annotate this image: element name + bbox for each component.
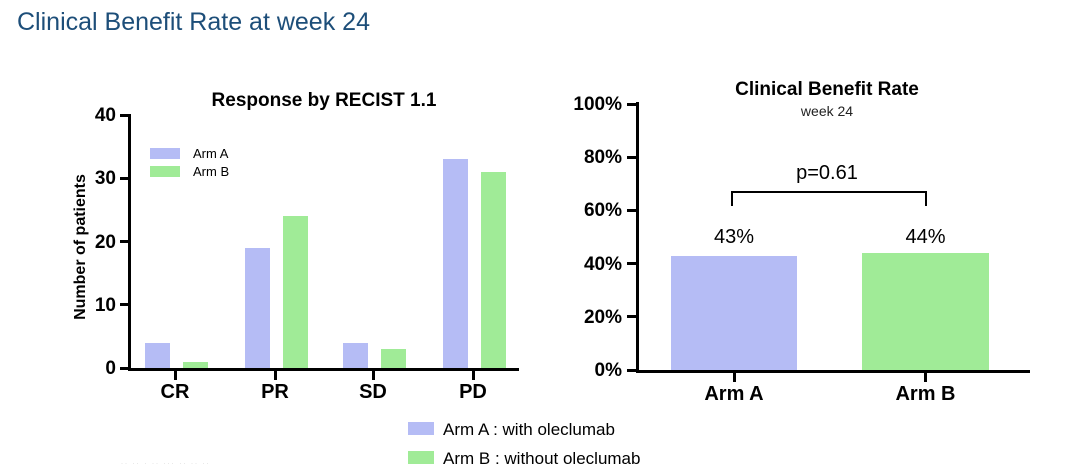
- left-x-axis-line: [128, 368, 519, 371]
- bar-value-label-arm-b: 44%: [905, 226, 946, 248]
- left-x-tick: [273, 371, 277, 380]
- left-x-tick: [173, 371, 177, 380]
- left-y-tick: [120, 113, 129, 117]
- left-y-tick: [120, 240, 129, 243]
- left-x-label-pr: PR: [261, 381, 289, 403]
- figure-legend-swatch-arm-b: [408, 451, 434, 464]
- bar-armb-pd: [481, 171, 506, 368]
- bar-arma-sd: [343, 342, 368, 368]
- left-x-tick: [471, 371, 475, 380]
- slide-title: Clinical Benefit Rate at week 24: [17, 8, 370, 36]
- right-x-label-arm-a: Arm A: [704, 383, 764, 405]
- right-y-tick-label: 0%: [594, 360, 622, 381]
- left-x-label-cr: CR: [160, 381, 190, 403]
- left-y-tick: [120, 303, 129, 307]
- chart-legend-label-arm-b: Arm B: [193, 164, 230, 179]
- figure-legend-label-arm-a: Arm A : with oleclumab: [443, 420, 615, 439]
- right-x-label-arm-b: Arm B: [895, 383, 956, 405]
- right-y-tick-label: 20%: [583, 306, 622, 328]
- bar-armb-cr: [183, 361, 208, 368]
- right-y-tick: [627, 208, 636, 212]
- left-y-tick-label: 10: [94, 294, 116, 316]
- chart-legend-swatch-arm-b: [150, 166, 180, 177]
- left-y-tick: [120, 366, 129, 370]
- right-y-tick: [627, 368, 636, 372]
- bar-armb-sd: [381, 349, 406, 368]
- left-y-tick-label: 20: [94, 231, 116, 253]
- left-y-axis-line: [128, 114, 131, 371]
- chart-legend-swatch-arm-a: [150, 148, 180, 159]
- significance-bracket: [731, 191, 927, 206]
- left-x-label-pd: PD: [459, 381, 487, 403]
- right-y-tick: [627, 262, 636, 266]
- right-x-tick: [924, 373, 927, 382]
- chart-legend-label-arm-a: Arm A: [193, 146, 229, 161]
- right-y-tick: [627, 155, 636, 159]
- right-chart-subtitle: week 24: [800, 103, 854, 119]
- left-y-tick: [120, 176, 129, 180]
- bar-arm-b: [862, 252, 989, 370]
- figure-legend-label-arm-b: Arm B : without oleclumab: [443, 449, 641, 468]
- bar-arm-a: [671, 255, 797, 370]
- bar-arma-pd: [443, 159, 468, 368]
- footnote-fragment: ·· ·· · ·· ··· ·· ·· ··: [121, 461, 211, 467]
- p-value-label: p=0.61: [796, 162, 858, 184]
- left-y-tick-label: 40: [94, 105, 116, 126]
- figure-legend-swatch-arm-a: [408, 422, 434, 435]
- left-chart-title: Response by RECIST 1.1: [211, 90, 437, 111]
- right-x-axis-line: [636, 370, 1030, 373]
- left-y-tick-label: 30: [94, 168, 116, 190]
- right-y-tick: [627, 315, 636, 319]
- left-x-tick: [371, 371, 375, 380]
- left-x-label-sd: SD: [359, 381, 387, 403]
- bar-armb-pr: [283, 216, 308, 368]
- right-y-tick-label: 100%: [573, 94, 622, 115]
- right-y-tick-label: 80%: [583, 147, 622, 169]
- bar-arma-pr: [245, 247, 270, 368]
- right-y-tick: [627, 102, 636, 106]
- left-y-tick-label: 0: [105, 358, 116, 379]
- right-y-axis-line: [636, 102, 639, 373]
- right-y-tick-label: 40%: [583, 253, 622, 275]
- bar-arma-cr: [145, 342, 170, 368]
- bar-value-label-arm-a: 43%: [713, 226, 755, 248]
- right-chart-title: Clinical Benefit Rate: [735, 79, 919, 100]
- right-x-tick: [732, 373, 736, 382]
- right-y-tick-label: 60%: [583, 200, 622, 222]
